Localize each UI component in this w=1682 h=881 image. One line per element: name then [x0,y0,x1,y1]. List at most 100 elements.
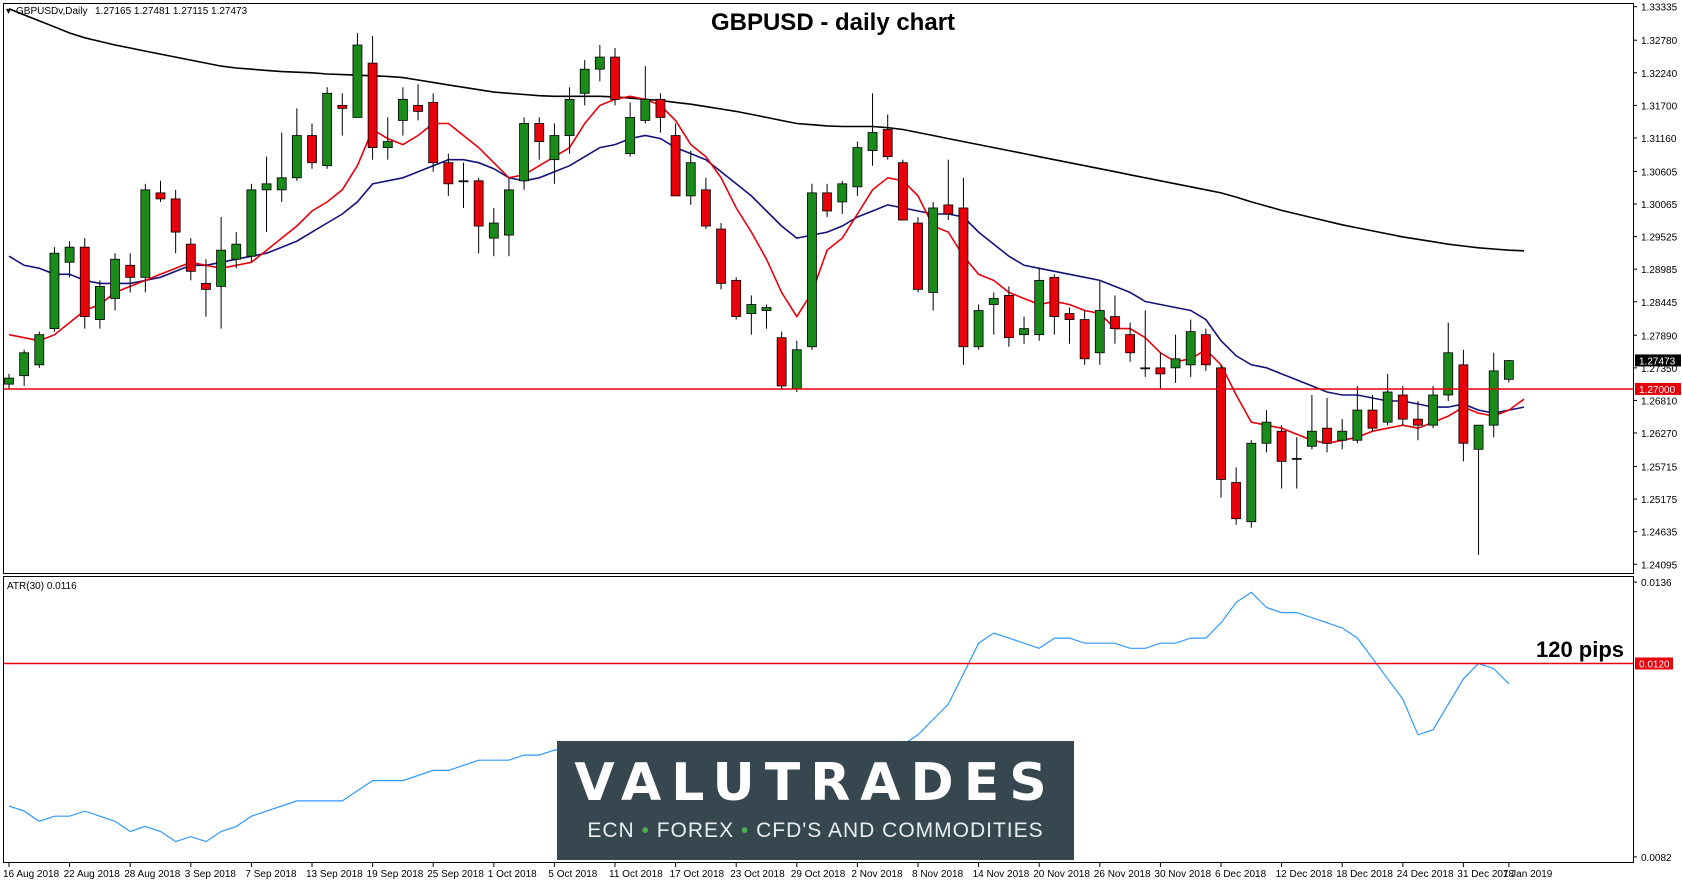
candle [79,238,90,329]
candle [1125,322,1135,362]
candle [337,93,348,136]
chart-title: GBPUSD - daily chart [711,9,955,36]
price-tick-label: 1.33335 [1641,3,1678,14]
bear-candle-body [1231,482,1242,520]
date-tick-label: 2 Nov 2018 [851,869,903,880]
candles-layer [4,32,1514,555]
bear-candle-body [1322,427,1332,444]
bull-candle-body [685,162,696,197]
candle [594,45,605,82]
candle [1428,385,1438,429]
bull-candle-body [519,123,529,182]
ohlc-readout: 1.27165 1.27481 1.27115 1.27473 [95,6,248,17]
symbol-arrow-icon[interactable]: ▾ [6,6,11,17]
bull-candle-body [867,132,878,152]
bull-candle-body [1291,457,1302,460]
bear-candle-body [943,204,954,215]
date-tick-label: 26 Nov 2018 [1094,869,1151,880]
candle [822,183,832,217]
bull-candle-body [261,183,272,191]
candle [1170,334,1181,383]
candle [1261,410,1272,453]
candle [1337,419,1348,450]
bull-candle-body [1382,391,1393,423]
candle [352,32,363,118]
bull-candle-body [1185,331,1196,366]
bull-candle-body [1261,421,1272,444]
atr-panel-frame [3,576,1634,863]
bull-candle-body [216,249,227,287]
price-tick-label: 1.26270 [1641,429,1678,440]
candle [1397,385,1408,426]
date-tick-label: 28 Aug 2018 [124,869,181,880]
candle [928,201,939,311]
candle [488,207,499,257]
bear-candle-body [1064,313,1075,320]
date-tick-label: 25 Sep 2018 [427,869,484,880]
bull-candle-body [807,192,817,348]
candle [776,331,787,389]
bull-candle-body [397,98,408,121]
bear-candle-body [337,104,348,109]
bear-candle-body [716,228,726,284]
bull-candle-body [49,252,60,330]
candle [64,241,75,278]
price-tick-label: 1.27350 [1641,364,1678,375]
bull-candle-body [291,135,302,179]
bull-candle-body [1140,367,1151,370]
candle [397,87,408,136]
candle [1367,394,1378,432]
date-axis: 16 Aug 2018 22 Aug 2018 28 Aug 2018 3 Sep 2… [3,862,1553,880]
bear-candle-body [1110,316,1120,330]
price-tick-label: 1.29525 [1641,233,1678,244]
candle [367,35,378,160]
candle [307,123,317,169]
bull-candle-body [1246,442,1257,523]
candle [1110,295,1120,344]
bull-candle-body [1337,430,1348,441]
date-tick-label: 31 Dec 2018 [1457,869,1514,880]
candle [1034,268,1045,341]
current-price-tag [1635,354,1681,367]
bull-candle-body [1170,358,1181,369]
bear-candle-body [428,101,439,164]
candle [913,216,923,293]
candle [625,102,636,157]
candle [958,177,969,365]
tagline-separator: • [740,819,750,842]
bull-candle-body [458,180,469,183]
tagline-separator: • [641,819,650,842]
candle [1216,364,1226,498]
bear-candle-body [1079,319,1090,360]
date-tick-label: 13 Sep 2018 [306,869,363,880]
candle [867,93,878,166]
candle [564,87,575,154]
atr-level-label: 0.0120 [1639,660,1670,671]
date-tick-label: 11 Oct 2018 [609,869,663,880]
bull-candle-body [382,141,393,149]
candle [291,108,302,181]
price-tick-label: 1.24095 [1641,560,1678,571]
bear-candle-body [897,162,908,221]
tagline-ecn: ECN [587,819,635,842]
bear-candle-body [125,264,136,278]
candle [1503,360,1514,383]
candle [382,117,393,160]
candle [1276,425,1287,489]
candle [504,177,514,257]
bull-candle-body [928,207,939,293]
bear-candle-body [610,56,620,100]
symbol-label: GBPUSDv,Daily [16,6,88,17]
sma-long-line [8,8,1525,252]
candle [1185,319,1196,377]
candle [1352,385,1363,444]
candle [49,247,60,332]
date-tick-label: 8 Nov 2018 [912,869,964,880]
price-tick-label: 1.30065 [1641,200,1678,211]
price-axis: 1.33335 1.32780 1.32240 1.31700 1.31160 1.306… [1633,3,1678,571]
candle [1064,307,1075,344]
current-price-label: 1.27473 [1639,356,1676,367]
candle [1094,280,1105,365]
bear-candle-body [473,180,484,227]
